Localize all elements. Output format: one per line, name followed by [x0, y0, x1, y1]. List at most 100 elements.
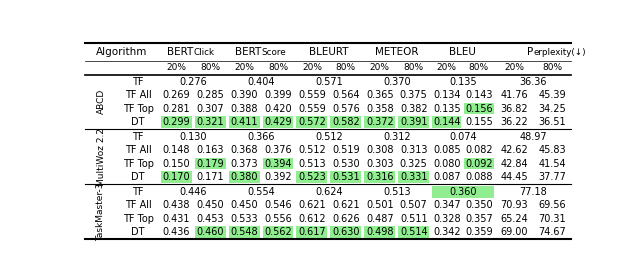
- Text: 0.501: 0.501: [366, 200, 394, 210]
- Text: 0.571: 0.571: [315, 77, 343, 87]
- Text: 0.350: 0.350: [465, 200, 493, 210]
- Text: 0.130: 0.130: [179, 132, 207, 142]
- FancyBboxPatch shape: [464, 158, 493, 169]
- Text: 0.347: 0.347: [433, 200, 461, 210]
- Text: 0.533: 0.533: [230, 214, 258, 224]
- Text: BLEU: BLEU: [449, 47, 476, 57]
- Text: 36.82: 36.82: [500, 103, 528, 114]
- Text: 0.080: 0.080: [433, 159, 461, 169]
- Text: 0.498: 0.498: [366, 227, 394, 237]
- Text: 0.546: 0.546: [264, 200, 292, 210]
- Text: 0.328: 0.328: [433, 214, 461, 224]
- Text: 0.438: 0.438: [163, 200, 190, 210]
- Text: 0.411: 0.411: [230, 117, 258, 127]
- Text: 80%: 80%: [404, 63, 424, 72]
- Text: 0.143: 0.143: [465, 90, 493, 100]
- Text: 42.84: 42.84: [500, 159, 528, 169]
- Text: 41.54: 41.54: [538, 159, 566, 169]
- Text: 0.179: 0.179: [196, 159, 224, 169]
- Text: 0.375: 0.375: [400, 90, 428, 100]
- Text: 0.155: 0.155: [465, 117, 493, 127]
- Text: 0.150: 0.150: [163, 159, 190, 169]
- Text: 20%: 20%: [166, 63, 186, 72]
- Text: 36.36: 36.36: [519, 77, 547, 87]
- Text: 80%: 80%: [268, 63, 288, 72]
- Text: 0.308: 0.308: [366, 145, 394, 155]
- Text: 45.83: 45.83: [538, 145, 566, 155]
- FancyBboxPatch shape: [296, 226, 328, 238]
- Text: 0.312: 0.312: [383, 132, 410, 142]
- Text: 0.170: 0.170: [163, 172, 190, 182]
- Text: 0.487: 0.487: [366, 214, 394, 224]
- Text: 0.511: 0.511: [400, 214, 428, 224]
- FancyBboxPatch shape: [364, 171, 396, 183]
- FancyBboxPatch shape: [398, 226, 429, 238]
- FancyBboxPatch shape: [296, 171, 328, 183]
- Text: 20%: 20%: [370, 63, 390, 72]
- Text: 0.626: 0.626: [332, 214, 360, 224]
- Text: 0.092: 0.092: [465, 159, 493, 169]
- Text: 0.299: 0.299: [163, 117, 190, 127]
- Text: 70.31: 70.31: [538, 214, 566, 224]
- FancyBboxPatch shape: [364, 226, 396, 238]
- Text: 69.00: 69.00: [500, 227, 528, 237]
- Text: 0.269: 0.269: [163, 90, 190, 100]
- Text: 0.074: 0.074: [449, 132, 477, 142]
- Text: 0.612: 0.612: [298, 214, 326, 224]
- Text: 44.45: 44.45: [500, 172, 528, 182]
- Text: 0.429: 0.429: [264, 117, 292, 127]
- Text: 0.554: 0.554: [247, 187, 275, 197]
- Text: Score: Score: [261, 48, 285, 57]
- Text: 0.163: 0.163: [196, 145, 224, 155]
- Text: TF: TF: [132, 187, 144, 197]
- Text: 0.321: 0.321: [196, 117, 224, 127]
- Text: 0.564: 0.564: [332, 90, 360, 100]
- Text: 0.366: 0.366: [247, 132, 275, 142]
- Text: 36.22: 36.22: [500, 117, 528, 127]
- Text: 0.450: 0.450: [196, 200, 224, 210]
- Text: 0.453: 0.453: [196, 214, 224, 224]
- Text: 0.331: 0.331: [400, 172, 428, 182]
- Text: 0.082: 0.082: [465, 145, 493, 155]
- Text: ABCD: ABCD: [97, 89, 106, 114]
- FancyBboxPatch shape: [228, 171, 260, 183]
- Text: 0.373: 0.373: [230, 159, 258, 169]
- Text: 0.382: 0.382: [400, 103, 428, 114]
- Text: 0.556: 0.556: [264, 214, 292, 224]
- FancyBboxPatch shape: [228, 116, 260, 127]
- Text: 0.559: 0.559: [298, 103, 326, 114]
- Text: 0.085: 0.085: [433, 145, 461, 155]
- Text: BLEURT: BLEURT: [309, 47, 349, 57]
- Text: TF Top: TF Top: [123, 159, 154, 169]
- Text: DT: DT: [131, 172, 145, 182]
- Text: 0.562: 0.562: [264, 227, 292, 237]
- Text: 37.77: 37.77: [538, 172, 566, 182]
- Text: 0.316: 0.316: [366, 172, 394, 182]
- Text: 0.548: 0.548: [230, 227, 258, 237]
- Text: 0.380: 0.380: [230, 172, 258, 182]
- Text: 0.513: 0.513: [298, 159, 326, 169]
- Text: 0.617: 0.617: [298, 227, 326, 237]
- Text: 74.67: 74.67: [538, 227, 566, 237]
- Text: 0.621: 0.621: [332, 200, 360, 210]
- Text: 80%: 80%: [469, 63, 489, 72]
- Text: Click: Click: [193, 48, 214, 57]
- Text: 0.394: 0.394: [264, 159, 292, 169]
- Text: 0.360: 0.360: [449, 187, 477, 197]
- Text: 0.134: 0.134: [433, 90, 461, 100]
- Text: 0.365: 0.365: [366, 90, 394, 100]
- Text: 0.392: 0.392: [264, 172, 292, 182]
- Text: 0.307: 0.307: [196, 103, 224, 114]
- Text: 36.51: 36.51: [538, 117, 566, 127]
- Text: 77.18: 77.18: [519, 187, 547, 197]
- Text: 0.388: 0.388: [230, 103, 258, 114]
- Text: TF Top: TF Top: [123, 103, 154, 114]
- FancyBboxPatch shape: [262, 116, 294, 127]
- Text: TF: TF: [132, 132, 144, 142]
- FancyBboxPatch shape: [398, 116, 429, 127]
- FancyBboxPatch shape: [398, 171, 429, 183]
- FancyBboxPatch shape: [195, 226, 226, 238]
- Text: 0.624: 0.624: [315, 187, 342, 197]
- Text: 34.25: 34.25: [538, 103, 566, 114]
- Text: 0.431: 0.431: [163, 214, 190, 224]
